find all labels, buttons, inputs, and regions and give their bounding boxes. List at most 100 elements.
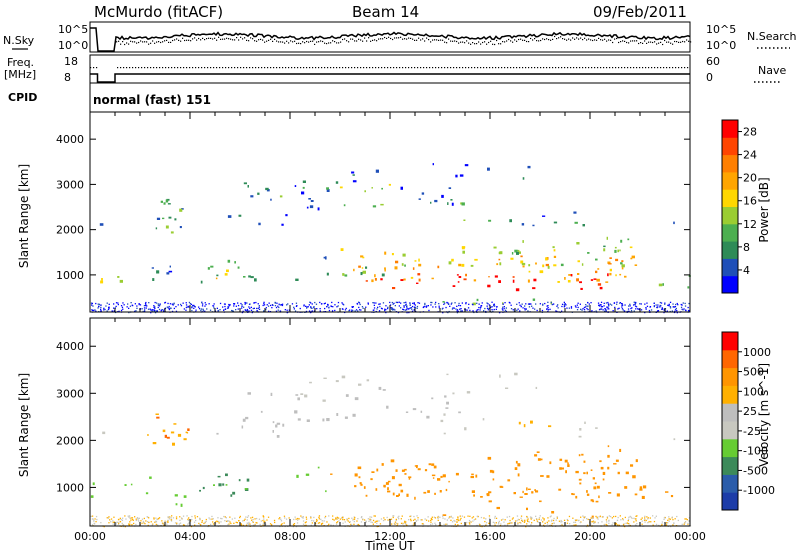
noise-cell bbox=[530, 524, 532, 526]
noise-cell bbox=[635, 518, 637, 520]
noise-cell bbox=[641, 520, 643, 522]
noise-cell bbox=[346, 519, 348, 521]
noise-cell bbox=[380, 518, 383, 520]
noise-cell bbox=[455, 308, 457, 310]
noise-cell bbox=[175, 516, 178, 518]
echo-cell bbox=[384, 267, 386, 270]
nsearch-dot bbox=[164, 40, 166, 42]
nsearch-dot bbox=[326, 43, 328, 45]
nave-dot bbox=[303, 67, 305, 69]
noise-cell bbox=[478, 303, 480, 305]
nsearch-dot bbox=[426, 37, 428, 39]
noise-cell bbox=[538, 517, 541, 519]
noise-cell bbox=[605, 309, 607, 311]
echo-cell bbox=[344, 416, 348, 419]
echo-cell bbox=[351, 171, 355, 174]
noise-cell bbox=[636, 523, 638, 525]
noise-cell bbox=[547, 309, 550, 311]
echo-cell bbox=[352, 413, 356, 417]
noise-cell bbox=[270, 304, 272, 307]
noise-cell bbox=[454, 520, 456, 522]
echo-cell bbox=[627, 238, 630, 241]
noise-cell bbox=[410, 307, 412, 309]
y-tick-label: 1000 bbox=[56, 269, 84, 282]
echo-cell bbox=[447, 202, 449, 205]
noise-cell bbox=[496, 306, 498, 308]
echo-cell bbox=[510, 257, 514, 260]
nave-dot bbox=[552, 67, 554, 69]
echo-cell bbox=[130, 483, 133, 486]
noise-cell bbox=[138, 303, 140, 305]
echo-cell bbox=[380, 203, 384, 206]
noise-cell bbox=[212, 305, 215, 307]
noise-cell bbox=[335, 517, 337, 519]
noise-cell bbox=[389, 304, 392, 306]
noise-cell bbox=[428, 520, 430, 522]
noise-cell bbox=[413, 302, 415, 304]
nsearch-dot bbox=[332, 40, 334, 42]
nave-dot bbox=[423, 67, 425, 69]
noise-cell bbox=[358, 301, 360, 303]
noise-cell bbox=[336, 516, 338, 518]
echo-cell bbox=[169, 265, 171, 268]
noise-cell bbox=[97, 307, 99, 309]
noise-cell bbox=[500, 519, 503, 521]
noise-cell bbox=[561, 524, 563, 526]
noise-cell bbox=[122, 308, 124, 310]
noise-cell bbox=[504, 309, 507, 311]
nsearch-dot bbox=[198, 37, 200, 40]
noise-cell bbox=[412, 302, 414, 304]
noise-cell bbox=[666, 310, 668, 312]
noise-cell bbox=[617, 516, 619, 519]
nsearch-dot bbox=[584, 37, 586, 39]
noise-cell bbox=[306, 306, 308, 308]
noise-cell bbox=[469, 521, 471, 523]
noise-cell bbox=[127, 303, 129, 305]
nsearch-dot bbox=[428, 39, 430, 41]
echo-cell bbox=[607, 466, 610, 470]
noise-cell bbox=[688, 520, 691, 522]
noise-cell bbox=[613, 302, 615, 304]
noise-cell bbox=[156, 310, 158, 312]
noise-cell bbox=[93, 520, 95, 522]
noise-cell bbox=[353, 520, 355, 523]
nsearch-dot bbox=[634, 40, 636, 42]
noise-cell bbox=[472, 520, 474, 522]
nsearch-dot bbox=[118, 40, 120, 42]
echo-cell bbox=[384, 269, 386, 272]
echo-cell bbox=[396, 495, 399, 497]
noise-cell bbox=[417, 517, 419, 519]
nsearch-dot bbox=[338, 42, 340, 44]
echo-cell bbox=[488, 219, 492, 222]
noise-cell bbox=[531, 517, 533, 519]
noise-cell bbox=[126, 306, 128, 308]
noise-cell bbox=[167, 519, 169, 521]
noise-cell bbox=[485, 524, 487, 526]
echo-cell bbox=[163, 202, 166, 205]
noise-cell bbox=[302, 517, 304, 519]
noise-cell bbox=[169, 307, 171, 309]
nave-dot bbox=[375, 67, 377, 69]
echo-cell bbox=[558, 488, 562, 491]
noise-cell bbox=[457, 524, 459, 526]
echo-cell bbox=[428, 463, 432, 466]
noise-cell bbox=[277, 305, 279, 307]
noise-cell bbox=[521, 519, 523, 521]
echo-cell bbox=[442, 301, 445, 303]
noise-cell bbox=[552, 519, 555, 522]
nsearch-dot bbox=[334, 41, 336, 43]
nsearch-dot bbox=[168, 41, 170, 43]
nave-dot bbox=[174, 67, 176, 69]
nsearch-dot bbox=[292, 41, 294, 43]
echo-cell bbox=[605, 281, 609, 283]
noise-cell bbox=[271, 307, 273, 309]
noise-cell bbox=[685, 309, 687, 312]
noise-cell bbox=[249, 307, 251, 309]
noise-cell bbox=[179, 519, 181, 521]
noise-cell bbox=[460, 308, 462, 310]
echo-cell bbox=[174, 494, 178, 497]
noise-cell bbox=[129, 523, 131, 525]
noise-cell bbox=[154, 301, 156, 304]
echo-cell bbox=[551, 511, 554, 514]
